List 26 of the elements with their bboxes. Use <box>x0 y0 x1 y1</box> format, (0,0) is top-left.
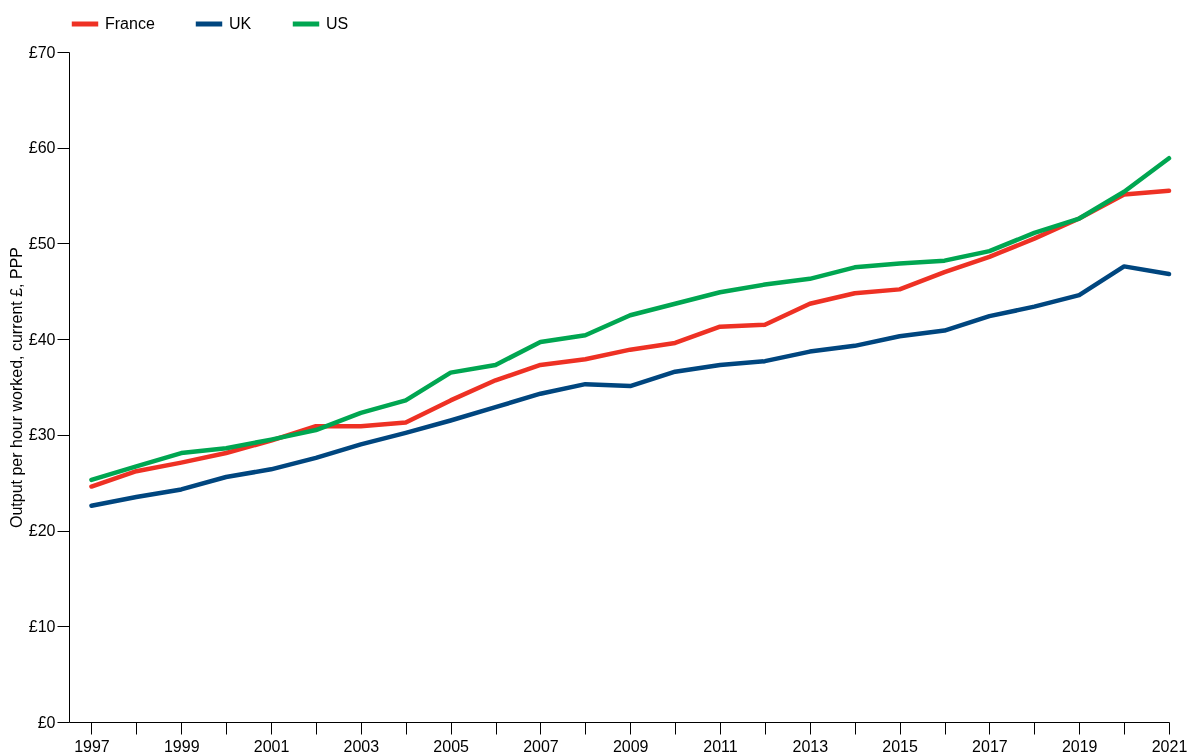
y-axis-title: Output per hour worked, current £, PPP <box>7 246 25 529</box>
y-tick-label: £10 <box>28 617 56 635</box>
y-tick-label: £0 <box>37 713 56 731</box>
legend-label: UK <box>229 15 252 32</box>
legend-label: France <box>105 15 155 32</box>
legend-label: US <box>326 15 349 32</box>
x-tick-label: 2013 <box>792 737 829 752</box>
x-tick-label: 2005 <box>433 737 470 752</box>
y-tick-label: £30 <box>28 426 56 444</box>
y-tick-label: £60 <box>28 139 56 157</box>
x-tick-label: 2003 <box>343 737 380 752</box>
x-tick-label: 2017 <box>972 737 1008 752</box>
x-tick-label: 2015 <box>882 737 919 752</box>
x-tick-label: 2021 <box>1151 737 1188 752</box>
x-tick-label: 1997 <box>74 737 110 752</box>
x-tick-label: 2007 <box>523 737 559 752</box>
line-series <box>89 264 1172 508</box>
y-tick-label: £40 <box>28 330 56 348</box>
x-tick-label: 2001 <box>253 737 290 752</box>
y-tick-label: £70 <box>28 43 56 61</box>
y-tick-label: £20 <box>28 522 56 540</box>
x-tick-label: 2011 <box>703 737 738 752</box>
x-tick-label: 1999 <box>163 737 200 752</box>
x-tick-label: 2019 <box>1061 737 1098 752</box>
x-tick-label: 2009 <box>612 737 649 752</box>
y-tick-label: £50 <box>28 234 56 252</box>
